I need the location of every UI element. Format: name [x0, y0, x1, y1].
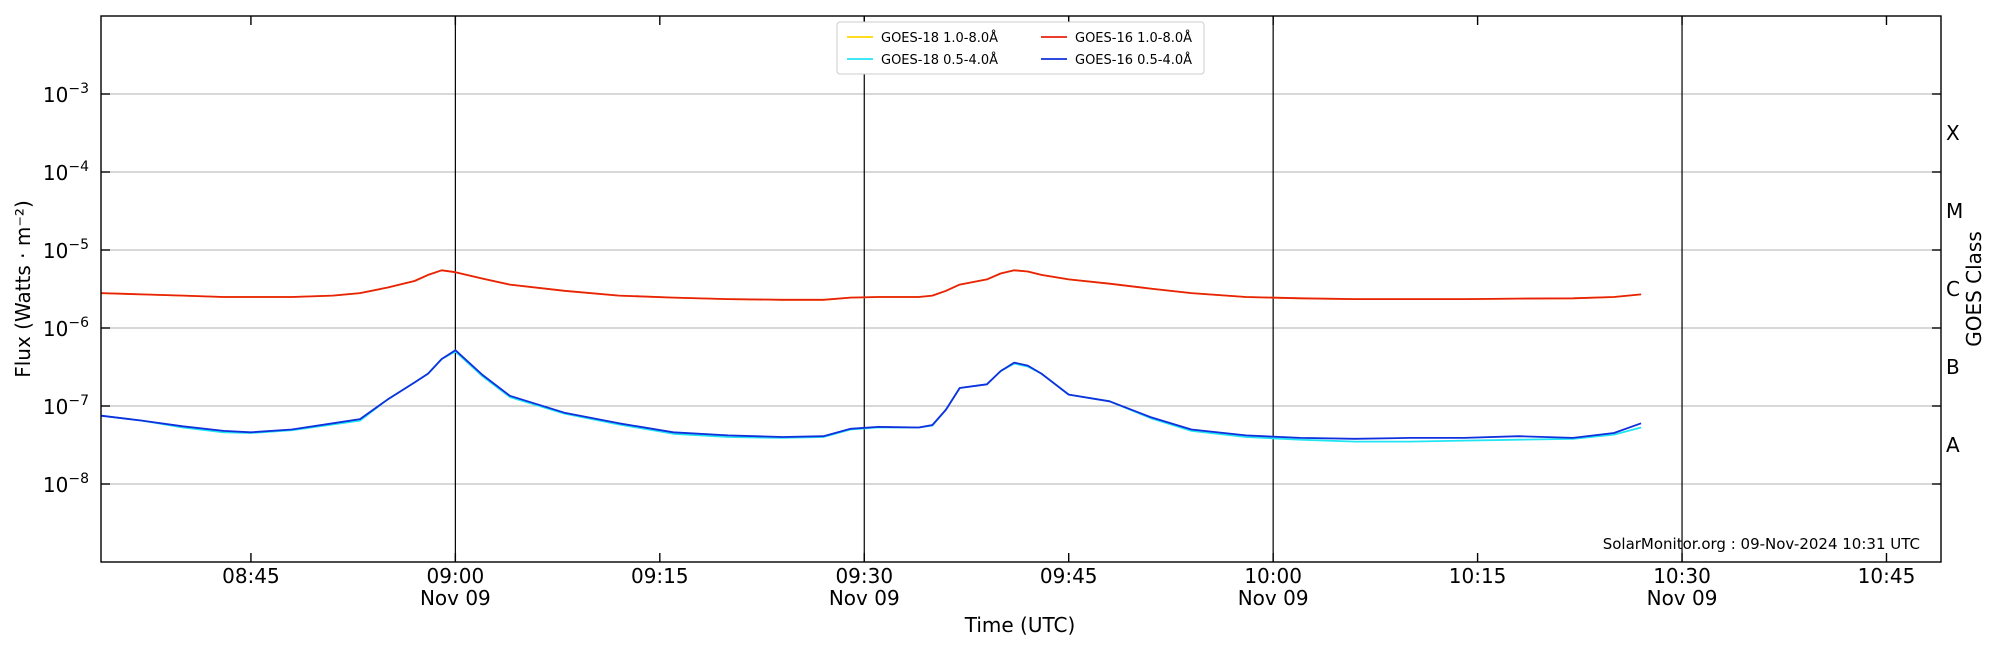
- legend-label-2: GOES-18 0.5-4.0Å: [881, 52, 998, 68]
- legend: GOES-18 1.0-8.0Å GOES-18 0.5-4.0Å GOES-16 …: [836, 21, 1205, 75]
- x-tick-label-3: 09:30: [835, 564, 893, 588]
- goes-class-label-a: A: [1946, 433, 1960, 457]
- series-line-3: [100, 349, 1642, 440]
- y-tick-label-2: 10−6: [43, 315, 89, 341]
- goes-class-labels: A B C M X: [1946, 121, 1963, 457]
- x-tick-label-8: 10:45: [1858, 564, 1916, 588]
- y-tick-label-1: 10−7: [43, 393, 89, 419]
- footer-credit: SolarMonitor.org : 09-Nov-2024 10:31 UTC: [1603, 535, 1920, 553]
- legend-label-3: GOES-16 0.5-4.0Å: [1075, 52, 1192, 68]
- y-axis-ticks: 10−8 10−7 10−6 10−5 10−4 10−3: [43, 81, 1941, 497]
- legend-label-0: GOES-18 1.0-8.0Å: [881, 30, 998, 46]
- x-axis-title: Time (UTC): [964, 613, 1076, 637]
- x-tick-sublabel-7: Nov 09: [1647, 586, 1718, 610]
- x-tick-sublabel-3: Nov 09: [829, 586, 900, 610]
- flux-series: [100, 269, 1642, 443]
- y-tick-label-4: 10−4: [43, 159, 89, 185]
- x-tick-label-7: 10:30: [1653, 564, 1711, 588]
- x-tick-label-0: 08:45: [222, 564, 280, 588]
- x-tick-label-6: 10:15: [1449, 564, 1507, 588]
- y-tick-label-3: 10−5: [43, 237, 89, 263]
- legend-box: [836, 21, 1205, 75]
- right-axis-title: GOES Class: [1962, 231, 1986, 347]
- x-tick-label-4: 09:45: [1040, 564, 1098, 588]
- x-tick-label-1: 09:00: [427, 564, 485, 588]
- y-tick-label-0: 10−8: [43, 471, 89, 497]
- grid-lines: [101, 93, 1941, 485]
- goes-class-label-c: C: [1946, 277, 1960, 301]
- x-tick-sublabel-5: Nov 09: [1238, 586, 1309, 610]
- y-axis-title: Flux (Watts · m⁻²): [11, 200, 35, 378]
- legend-label-1: GOES-16 1.0-8.0Å: [1075, 30, 1192, 46]
- goes-class-label-x: X: [1946, 121, 1960, 145]
- goes-class-label-m: M: [1946, 199, 1963, 223]
- goes-class-label-b: B: [1946, 355, 1960, 379]
- series-line-1: [100, 269, 1642, 301]
- y-tick-label-5: 10−3: [43, 81, 89, 107]
- x-tick-sublabel-1: Nov 09: [420, 586, 491, 610]
- day-boundary-lines: [454, 16, 1683, 562]
- x-tick-label-2: 09:15: [631, 564, 689, 588]
- x-tick-label-5: 10:00: [1244, 564, 1302, 588]
- plot-frame: [100, 15, 1942, 563]
